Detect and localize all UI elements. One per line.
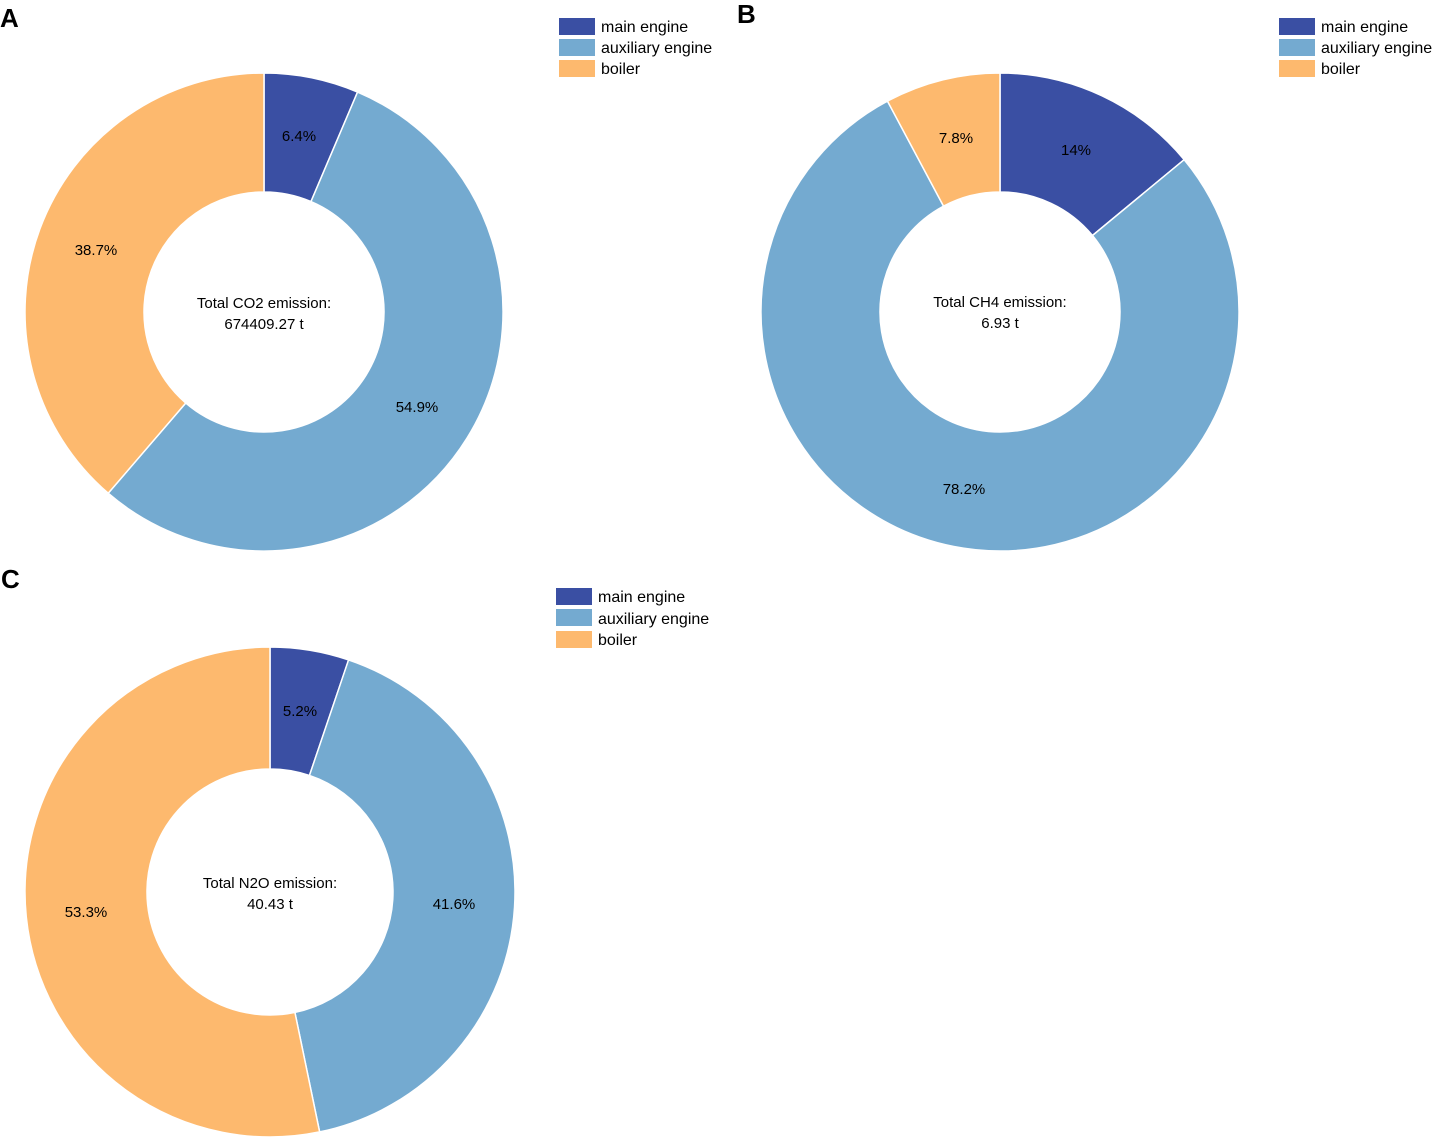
legend-swatch-auxiliary-engine [1279, 39, 1315, 56]
slice-label-auxiliary-engine: 41.6% [433, 896, 476, 913]
legend-swatch-auxiliary-engine [559, 39, 595, 56]
legend-swatch-boiler [559, 60, 595, 77]
panel-letter-a: A [0, 3, 19, 33]
slice-label-boiler: 7.8% [939, 130, 973, 147]
panel-b: B main engine auxiliary engine boiler 14… [737, 0, 1432, 552]
legend-swatch-boiler [556, 631, 592, 648]
center-value: 6.93 t [981, 315, 1019, 332]
legend-swatch-main-engine [1279, 18, 1315, 35]
center-title: Total CH4 emission: [933, 294, 1066, 311]
slice-label-main-engine: 14% [1061, 142, 1091, 159]
slice-auxiliary-engine [107, 91, 504, 552]
center-title: Total N2O emission: [203, 875, 337, 892]
slice-label-boiler: 38.7% [75, 242, 118, 259]
donut-b [760, 72, 1240, 552]
slice-label-main-engine: 6.4% [282, 128, 316, 145]
legend-swatch-boiler [1279, 60, 1315, 77]
legend-label-auxiliary-engine: auxiliary engine [1321, 40, 1432, 57]
panel-letter-b: B [737, 0, 756, 29]
legend-label-auxiliary-engine: auxiliary engine [598, 611, 709, 628]
slice-main-engine [999, 72, 1186, 237]
panel-letter-c: C [1, 564, 20, 594]
slice-boiler [24, 646, 321, 1138]
slice-label-main-engine: 5.2% [283, 703, 317, 720]
legend-b: main engine auxiliary engine boiler [1279, 18, 1432, 78]
legend-label-boiler: boiler [598, 632, 638, 649]
panel-a: A main engine auxiliary engine boiler 6.… [0, 3, 712, 552]
legend-label-main-engine: main engine [601, 19, 688, 36]
center-value: 40.43 t [247, 896, 294, 913]
center-title: Total CO2 emission: [197, 295, 331, 312]
legend-label-main-engine: main engine [1321, 19, 1408, 36]
slice-auxiliary-engine [294, 658, 516, 1133]
slice-boiler [886, 72, 1001, 208]
legend-label-auxiliary-engine: auxiliary engine [601, 40, 712, 57]
slice-label-boiler: 53.3% [65, 904, 108, 921]
slice-boiler [24, 72, 265, 495]
legend-swatch-auxiliary-engine [556, 609, 592, 626]
donut-a [24, 72, 504, 552]
legend-swatch-main-engine [556, 588, 592, 605]
slice-label-auxiliary-engine: 54.9% [396, 399, 439, 416]
legend-label-main-engine: main engine [598, 589, 685, 606]
slice-label-auxiliary-engine: 78.2% [943, 481, 986, 498]
slice-auxiliary-engine [760, 100, 1240, 552]
center-value: 674409.27 t [224, 316, 304, 333]
legend-swatch-main-engine [559, 18, 595, 35]
panel-c: C main engine auxiliary engine boiler 5.… [1, 564, 709, 1138]
legend-a: main engine auxiliary engine boiler [559, 18, 712, 78]
legend-c: main engine auxiliary engine boiler [556, 588, 709, 649]
legend-label-boiler: boiler [1321, 61, 1361, 78]
donut-c [24, 646, 516, 1138]
legend-label-boiler: boiler [601, 61, 641, 78]
